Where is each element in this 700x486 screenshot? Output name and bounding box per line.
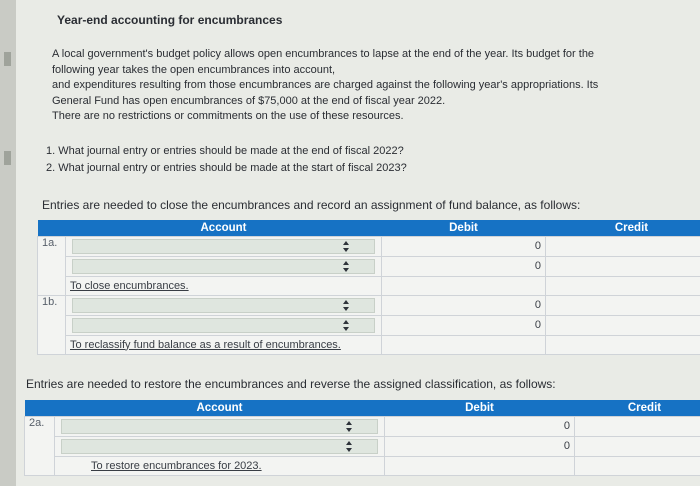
empty-cell — [545, 334, 700, 355]
question-list: 1. What journal entry or entries should … — [46, 143, 407, 177]
select-arrows-icon — [343, 260, 350, 272]
account-cell — [65, 294, 382, 316]
credit-amount[interactable]: 0 — [545, 294, 700, 316]
account-header: Account — [65, 220, 382, 236]
select-arrows-icon — [343, 240, 350, 252]
entry-memo: To close encumbrances. — [65, 275, 382, 296]
entry-ref: 2a. — [24, 415, 55, 476]
debit-amount[interactable]: 0 — [381, 294, 546, 316]
debit-header: Debit — [384, 400, 575, 416]
account-select[interactable] — [72, 238, 375, 254]
table-row: To reclassify fund balance as a result o… — [38, 334, 700, 355]
entry-ref: 1a. — [37, 235, 66, 296]
paragraph-line: There are no restrictions or commitments… — [52, 110, 404, 122]
ref-header — [37, 220, 66, 236]
table-header-row: Account Debit Credit — [37, 220, 700, 236]
credit-amount[interactable]: 0 — [545, 255, 700, 277]
credit-header: Credit — [574, 400, 700, 416]
select-arrows-icon — [343, 319, 350, 331]
section1-intro: Entries are needed to close the encumbra… — [42, 198, 581, 212]
paragraph-line: A local government's budget policy allow… — [52, 48, 595, 60]
table-row: To close encumbrances. — [38, 275, 700, 296]
entry-memo: To reclassify fund balance as a result o… — [65, 334, 382, 355]
select-arrows-icon — [346, 420, 353, 432]
entry-ref: 1b. — [37, 294, 66, 355]
left-edge-strip — [0, 0, 16, 486]
table-row: 0 0 — [38, 255, 700, 277]
table-header-row: Account Debit Credit — [24, 400, 700, 416]
select-arrows-icon — [346, 440, 353, 452]
page-title: Year-end accounting for encumbrances — [57, 13, 283, 27]
table-row: 1a. 0 0 — [37, 235, 700, 296]
account-select[interactable] — [61, 438, 378, 454]
select-arrows-icon — [343, 299, 350, 311]
edge-mark — [4, 151, 11, 165]
account-cell — [65, 235, 382, 257]
credit-amount[interactable] — [574, 435, 700, 457]
paragraph-line: following year takes the open encumbranc… — [52, 63, 336, 76]
account-select[interactable] — [61, 418, 378, 434]
table-row: 1b. 0 0 — [37, 294, 700, 355]
credit-amount[interactable]: 0 — [545, 235, 700, 257]
debit-header: Debit — [381, 220, 546, 236]
debit-amount[interactable]: 0 — [381, 235, 546, 257]
account-select[interactable] — [72, 297, 375, 313]
account-header: Account — [54, 400, 385, 416]
empty-cell — [545, 275, 700, 296]
table-row: 0 C — [38, 314, 700, 336]
journal-table-2: Account Debit Credit 2a. 0 0 To restore … — [24, 400, 700, 476]
empty-cell — [384, 455, 575, 476]
debit-amount[interactable]: 0 — [381, 314, 546, 336]
question-1: 1. What journal entry or entries should … — [46, 145, 404, 157]
entry-memo: To restore encumbrances for 2023. — [54, 455, 385, 476]
table-row: 0 — [25, 435, 700, 457]
account-cell — [65, 255, 382, 277]
table-row: To restore encumbrances for 2023. — [25, 455, 700, 476]
paragraph-line: and expenditures resulting from those en… — [52, 79, 599, 91]
credit-amount[interactable] — [574, 415, 700, 437]
account-select[interactable] — [72, 317, 375, 333]
credit-header: Credit — [545, 220, 700, 236]
empty-cell — [381, 275, 546, 296]
debit-amount[interactable]: 0 — [384, 415, 575, 437]
edge-mark — [4, 52, 11, 66]
credit-amount[interactable]: C — [545, 314, 700, 336]
empty-cell — [574, 455, 700, 476]
journal-table-1: Account Debit Credit 1a. 0 0 0 0 To clos… — [37, 220, 700, 355]
ref-header — [24, 400, 55, 416]
paragraph-line: General Fund has open encumbrances of $7… — [52, 94, 446, 107]
account-cell — [54, 415, 385, 437]
account-select[interactable] — [72, 258, 375, 274]
empty-cell — [381, 334, 546, 355]
question-2: 2. What journal entry or entries should … — [46, 162, 407, 174]
problem-description: A local government's budget policy allow… — [52, 47, 682, 125]
debit-amount[interactable]: 0 — [384, 435, 575, 457]
section2-intro: Entries are needed to restore the encumb… — [26, 377, 556, 391]
account-cell — [65, 314, 382, 336]
account-cell — [54, 435, 385, 457]
table-row: 2a. 0 — [24, 415, 700, 476]
debit-amount[interactable]: 0 — [381, 255, 546, 277]
